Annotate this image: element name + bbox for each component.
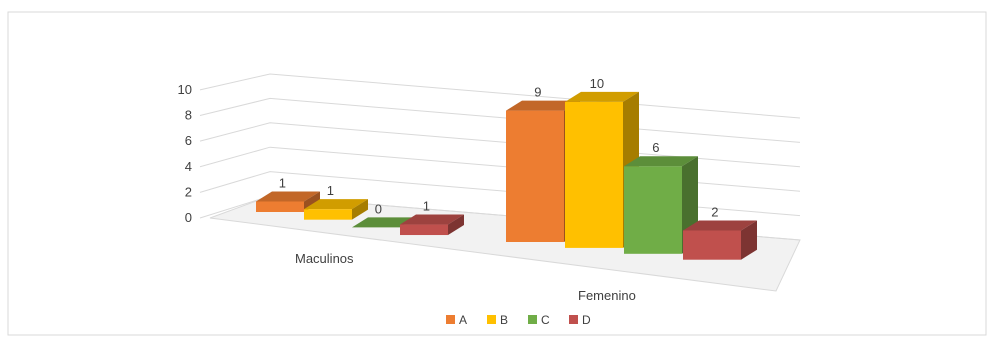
bar-front-b-1 xyxy=(565,102,623,248)
y-tick-label: 2 xyxy=(185,184,192,199)
chart-border xyxy=(8,12,986,335)
category-label: Maculinos xyxy=(295,251,354,266)
data-label: 10 xyxy=(590,76,604,91)
category-label: Femenino xyxy=(578,288,636,303)
legend-swatch-d xyxy=(569,315,578,324)
legend-label: A xyxy=(459,313,467,327)
data-label: 1 xyxy=(327,183,334,198)
bar-front-a-0 xyxy=(256,202,304,213)
data-label: 1 xyxy=(279,176,286,191)
bar-front-d-0 xyxy=(400,225,448,236)
y-tick-label: 4 xyxy=(185,159,192,174)
data-label: 1 xyxy=(423,199,430,214)
y-tick-label: 8 xyxy=(185,108,192,123)
data-label: 6 xyxy=(652,140,659,155)
legend-label: B xyxy=(500,313,508,327)
y-tick-label: 0 xyxy=(185,210,192,225)
legend-swatch-c xyxy=(528,315,537,324)
bar-front-b-0 xyxy=(304,209,352,220)
bar-front-a-1 xyxy=(506,111,564,242)
bar-front-c-1 xyxy=(624,166,682,254)
data-label: 9 xyxy=(534,85,541,100)
data-label: 2 xyxy=(711,205,718,220)
legend-swatch-a xyxy=(446,315,455,324)
bar-front-d-1 xyxy=(683,231,741,260)
data-label: 0 xyxy=(375,201,382,216)
legend-label: D xyxy=(582,313,591,327)
legend-label: C xyxy=(541,313,550,327)
legend-swatch-b xyxy=(487,315,496,324)
y-tick-label: 10 xyxy=(178,82,192,97)
y-tick-label: 6 xyxy=(185,133,192,148)
